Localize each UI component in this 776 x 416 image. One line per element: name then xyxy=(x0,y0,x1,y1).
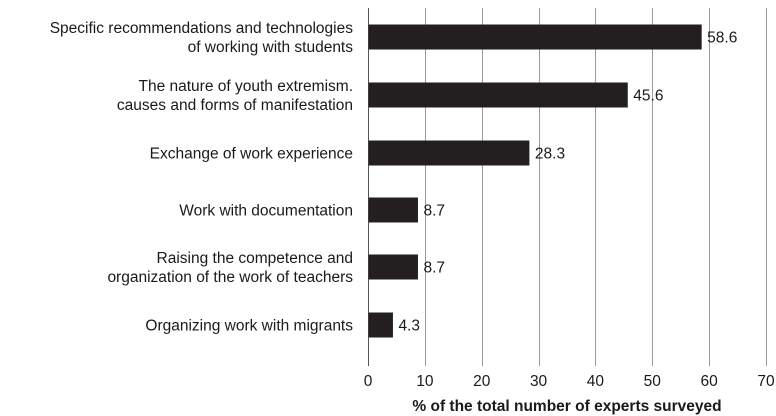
x-tick-label-10: 10 xyxy=(416,373,434,390)
category-label-4: Raising the competence and organization o… xyxy=(107,250,353,286)
category-label-2: Exchange of work experience xyxy=(150,146,353,163)
data-label-1: 45.6 xyxy=(633,88,663,105)
data-label-3: 8.7 xyxy=(423,203,445,220)
category-label-line: causes and forms of manifestation xyxy=(117,97,353,114)
x-tick-label-50: 50 xyxy=(644,373,662,390)
category-label-line: Organizing work with migrants xyxy=(145,318,353,335)
bar-1 xyxy=(368,82,628,108)
category-labels: Specific recommendations and technologie… xyxy=(50,20,354,335)
data-label-2: 28.3 xyxy=(535,146,565,163)
category-label-5: Organizing work with migrants xyxy=(145,318,353,335)
category-label-line: of working with students xyxy=(188,39,354,56)
category-label-line: Work with documentation xyxy=(179,203,353,220)
bar-0 xyxy=(368,24,702,50)
x-axis-title: % of the total number of experts surveye… xyxy=(412,398,721,415)
category-label-0: Specific recommendations and technologie… xyxy=(50,20,354,56)
data-labels: 58.6 45.6 28.3 8.7 8.7 4.3 xyxy=(398,30,737,335)
x-tick-label-60: 60 xyxy=(701,373,719,390)
category-label-line: Exchange of work experience xyxy=(150,146,353,163)
data-label-4: 8.7 xyxy=(423,260,445,277)
category-label-1: The nature of youth extremism. causes and… xyxy=(117,78,353,114)
grid-lines xyxy=(368,8,767,366)
x-tick-label-0: 0 xyxy=(364,373,373,390)
x-tick-label-30: 30 xyxy=(530,373,548,390)
bar-2 xyxy=(368,140,530,166)
bars xyxy=(368,24,702,338)
category-label-line: The nature of youth extremism. xyxy=(138,78,353,95)
x-axis-ticks: 0 10 20 30 40 50 60 70 xyxy=(364,373,775,390)
category-label-line: organization of the work of teachers xyxy=(107,269,353,286)
bar-4 xyxy=(368,254,418,280)
category-label-line: Raising the competence and xyxy=(157,250,353,267)
x-tick-label-40: 40 xyxy=(587,373,605,390)
bar-3 xyxy=(368,197,418,223)
bar-5 xyxy=(368,312,393,338)
category-label-line: Specific recommendations and technologie… xyxy=(50,20,354,37)
x-tick-label-70: 70 xyxy=(757,373,775,390)
data-label-0: 58.6 xyxy=(707,30,737,47)
x-tick-label-20: 20 xyxy=(473,373,491,390)
category-label-3: Work with documentation xyxy=(179,203,353,220)
data-label-5: 4.3 xyxy=(398,318,420,335)
